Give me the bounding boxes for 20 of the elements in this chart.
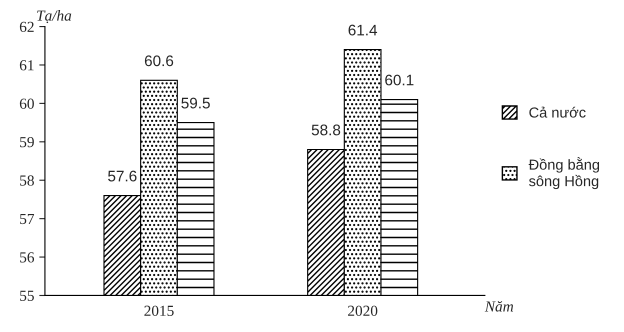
data-label: 58.8 [312,124,340,136]
x-tick-label: 2015 [144,306,174,316]
legend-label: Đồng bằng sông Hồng [528,157,600,190]
y-tick-label: 62 [20,22,34,32]
y-tick-label: 55 [20,290,34,301]
x-tick-label: 2020 [348,306,378,316]
x-axis-title: Năm [484,301,514,312]
y-tick-label: 56 [20,252,34,263]
legend-label: Cả nước [529,106,586,118]
y-axis-title: Tạ/ha [37,10,72,24]
y-tick-label: 61 [20,60,34,70]
y-tick-label: 57 [20,214,34,224]
data-label: 60.1 [385,74,414,86]
y-tick-label: 60 [20,98,34,109]
y-tick-label: 58 [20,175,34,186]
data-label: 59.5 [181,98,210,108]
data-label: 60.6 [144,55,174,66]
data-label: 61.4 [348,24,378,36]
data-label: 57.6 [108,170,137,182]
y-tick-label: 59 [20,136,34,148]
